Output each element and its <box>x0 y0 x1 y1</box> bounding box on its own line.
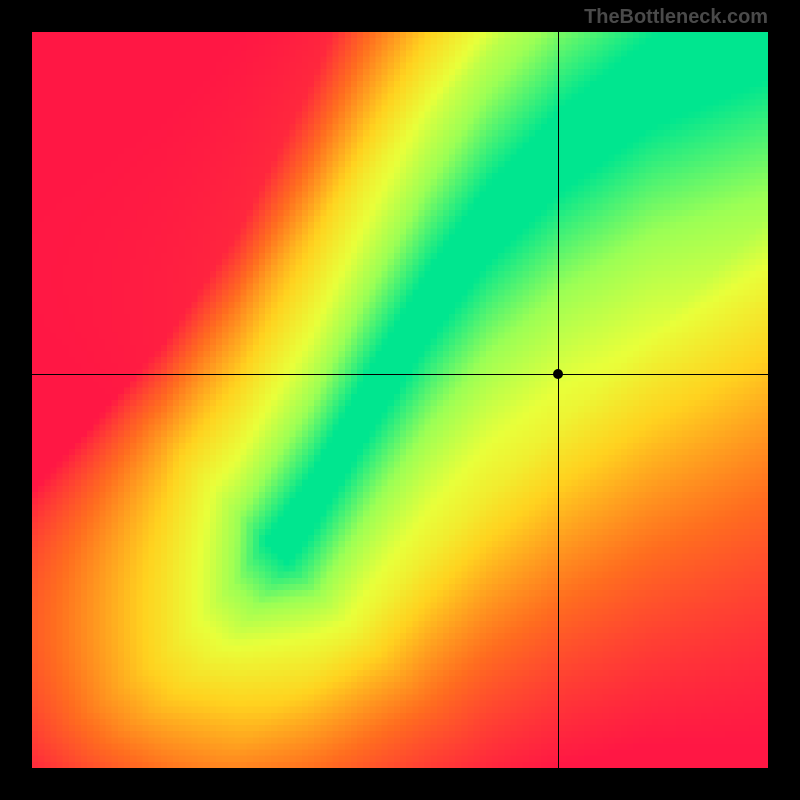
source-watermark: TheBottleneck.com <box>584 6 768 29</box>
crosshair-horizontal <box>32 374 768 375</box>
crosshair-marker-dot <box>553 369 563 379</box>
heatmap-canvas <box>32 32 768 768</box>
crosshair-vertical <box>558 32 559 768</box>
heatmap-plot-area <box>32 32 768 768</box>
